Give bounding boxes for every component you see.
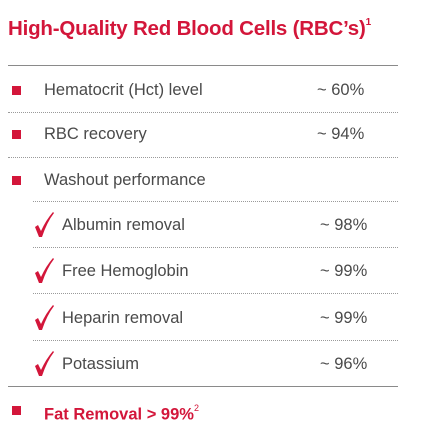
list-item-fat-removal: Fat Removal > 99%2: [0, 398, 429, 424]
bullet-square-icon: [12, 86, 21, 95]
item-label: Hematocrit (Hct) level: [44, 81, 203, 99]
subitem-value: ~ 99%: [320, 309, 368, 327]
section-title: High-Quality Red Blood Cells (RBC’s)1: [8, 17, 371, 41]
row-divider: [33, 340, 398, 341]
bullet-square-icon: [12, 130, 21, 139]
checkmark-icon: [35, 351, 54, 376]
subitem-label: Albumin removal: [62, 216, 185, 234]
row-divider: [8, 112, 398, 113]
list-item-hematocrit: Hematocrit (Hct) level ~ 60%: [0, 78, 429, 102]
title-footnote-ref: 1: [365, 17, 372, 29]
row-divider: [33, 247, 398, 248]
subitem-value: ~ 99%: [320, 262, 368, 280]
subitem-value: ~ 98%: [320, 216, 368, 234]
sublist-item-heparin: Heparin removal ~ 99%: [0, 305, 429, 330]
subitem-value: ~ 96%: [320, 355, 368, 373]
item-value: ~ 60%: [317, 81, 365, 99]
row-divider: [33, 293, 398, 294]
title-divider: [8, 65, 398, 66]
row-divider: [33, 201, 398, 202]
checkmark-icon: [35, 258, 54, 283]
subitem-label: Heparin removal: [62, 309, 184, 327]
sublist-item-potassium: Potassium ~ 96%: [0, 351, 429, 376]
sublist-item-albumin: Albumin removal ~ 98%: [0, 212, 429, 237]
row-divider: [8, 157, 398, 158]
list-item-rbc-recovery: RBC recovery ~ 94%: [0, 122, 429, 146]
section-title-text: High-Quality Red Blood Cells (RBC’s): [8, 17, 366, 40]
sublist-item-free-hemoglobin: Free Hemoglobin ~ 99%: [0, 258, 429, 283]
list-item-washout: Washout performance: [0, 168, 429, 192]
bullet-square-icon: [12, 176, 21, 185]
checkmark-icon: [35, 305, 54, 330]
fat-removal-footnote-ref: 2: [193, 403, 199, 413]
item-value: ~ 94%: [317, 125, 365, 143]
subitem-label: Potassium: [62, 355, 140, 373]
checkmark-icon: [35, 212, 54, 237]
subitem-label: Free Hemoglobin: [62, 262, 189, 280]
item-label: Washout performance: [44, 171, 206, 189]
section-divider: [8, 386, 398, 387]
item-label: RBC recovery: [44, 125, 147, 143]
fat-removal-label: Fat Removal > 99%: [44, 405, 194, 424]
bullet-square-icon: [12, 406, 21, 415]
fat-removal-text: Fat Removal > 99%2: [44, 398, 199, 427]
